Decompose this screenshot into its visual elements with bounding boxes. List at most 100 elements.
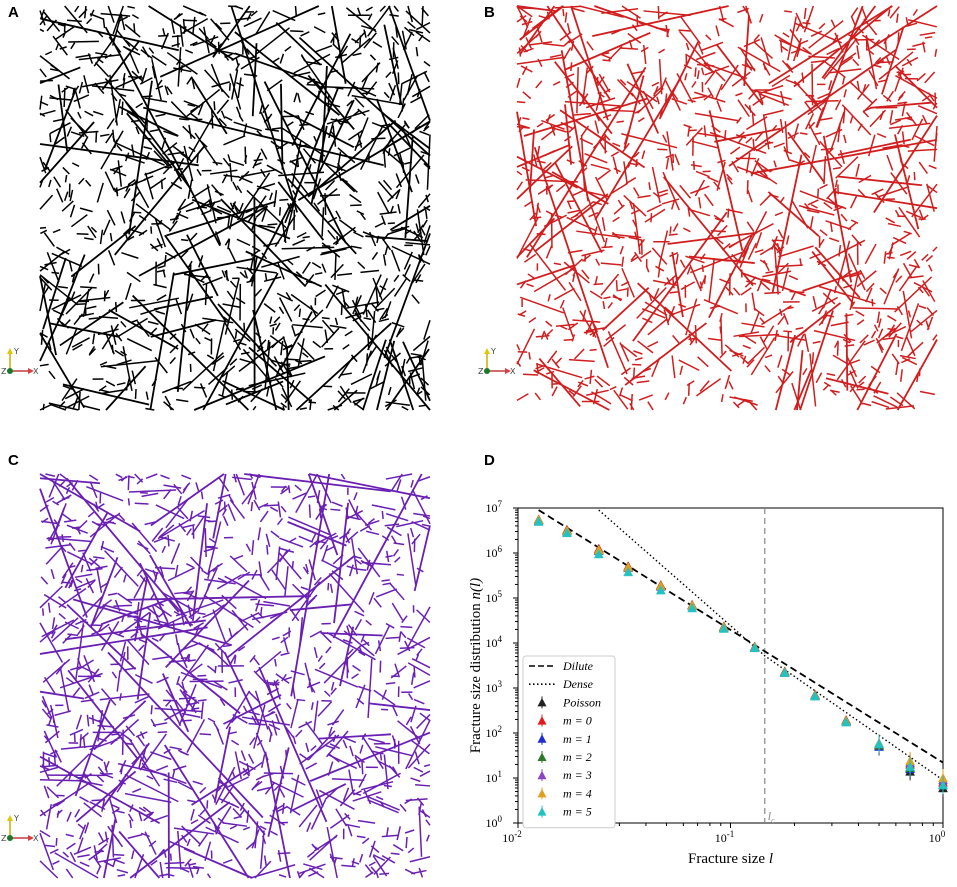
fracture-segment (269, 335, 287, 348)
fracture-segment (146, 775, 154, 780)
fracture-segment (405, 716, 412, 726)
fracture-segment (357, 133, 363, 148)
fracture-segment (107, 5, 115, 23)
fracture-segment (101, 40, 140, 91)
fracture-segment (237, 646, 246, 652)
fracture-segment (601, 245, 613, 249)
fracture-segment (210, 18, 230, 41)
fracture-segment (101, 323, 120, 350)
fracture-segment (75, 618, 87, 626)
fracture-segment (865, 282, 875, 293)
fracture-segment (103, 289, 110, 300)
fracture-segment (776, 242, 782, 257)
fracture-segment (811, 251, 855, 305)
fracture-segment (528, 352, 531, 360)
fracture-segment (148, 840, 157, 847)
fracture-segment (169, 217, 179, 221)
axes-triads: YZ XYZ XYZ X (1, 347, 516, 843)
fracture-segment (45, 547, 62, 565)
fracture-segment (133, 577, 146, 599)
fracture-segment (416, 609, 431, 624)
fracture-segment (905, 210, 922, 219)
fracture-segment (760, 84, 784, 94)
fracture-segment (218, 393, 227, 399)
fracture-segment (125, 155, 145, 164)
fracture-segment (277, 852, 291, 855)
fracture-segment (124, 667, 136, 671)
fracture-segment (135, 731, 148, 738)
fracture-segment (122, 714, 136, 720)
fracture-segment (58, 587, 87, 608)
fracture-segment (264, 751, 291, 879)
fracture-segment (594, 120, 600, 134)
legend-marker (537, 770, 547, 780)
fracture-segment (841, 77, 846, 85)
fracture-segment (84, 110, 94, 117)
fracture-segment (382, 254, 387, 266)
fracture-segment (177, 749, 188, 756)
triad-z-origin (7, 368, 13, 374)
fracture-segment (221, 173, 228, 184)
fracture-segment (135, 102, 144, 109)
fracture-segment (857, 27, 865, 34)
fracture-segment (63, 87, 66, 108)
fracture-segment (234, 331, 238, 339)
fracture-segment (39, 755, 161, 825)
fracture-segment (928, 164, 937, 170)
fracture-segment (405, 719, 431, 770)
fracture-segment (258, 561, 263, 577)
fracture-segment (771, 74, 791, 88)
fracture-segment (330, 687, 337, 695)
fracture-segment (298, 871, 306, 879)
fracture-segment (269, 611, 283, 620)
fracture-segment (646, 203, 662, 213)
fracture-segment (158, 536, 176, 542)
fracture-segment (68, 542, 76, 552)
fracture-segment (161, 621, 169, 628)
fracture-segment (387, 228, 405, 235)
fracture-segment (843, 284, 853, 289)
fracture-segment (882, 144, 903, 150)
fracture-segment (116, 868, 129, 874)
fracture-segment (533, 267, 575, 293)
fracture-segment (542, 42, 564, 47)
fracture-segment (403, 122, 410, 129)
fracture-segment (330, 118, 349, 124)
fracture-segment (314, 668, 359, 688)
fracture-segment (218, 117, 227, 127)
fracture-segment (334, 253, 337, 280)
fracture-segment (284, 566, 289, 598)
fracture-segment (329, 814, 350, 829)
fracture-segment (186, 234, 219, 297)
fracture-segment (181, 719, 192, 722)
fracture-segment (889, 110, 894, 124)
fracture-segment (115, 75, 143, 89)
fracture-segment (591, 320, 598, 330)
fracture-segment (229, 824, 237, 830)
fracture-segment (155, 113, 166, 117)
fracture-segment (633, 151, 640, 158)
fracture-segment (114, 302, 118, 313)
fracture-segment (695, 51, 716, 61)
fracture-segment (51, 271, 60, 274)
fracture-segment (373, 856, 391, 876)
fracture-segment (840, 52, 857, 64)
fracture-segment (762, 325, 775, 344)
fracture-segment (834, 32, 844, 53)
fracture-segment (410, 479, 414, 488)
fracture-segment (242, 705, 248, 713)
fracture-segment (385, 473, 413, 480)
fracture-segment (627, 32, 642, 44)
fracture-segment (131, 179, 138, 187)
fracture-segment (739, 47, 756, 72)
fracture-segment (779, 118, 784, 134)
fracture-segment (337, 355, 355, 379)
fracture-segment (66, 603, 137, 670)
fracture-segment (299, 734, 340, 765)
fracture-segment (148, 47, 155, 54)
fracture-segment (337, 390, 346, 400)
fracture-segment (47, 708, 54, 715)
fracture-segment (89, 481, 98, 499)
fracture-segment (306, 822, 312, 833)
fracture-segment (280, 83, 284, 170)
